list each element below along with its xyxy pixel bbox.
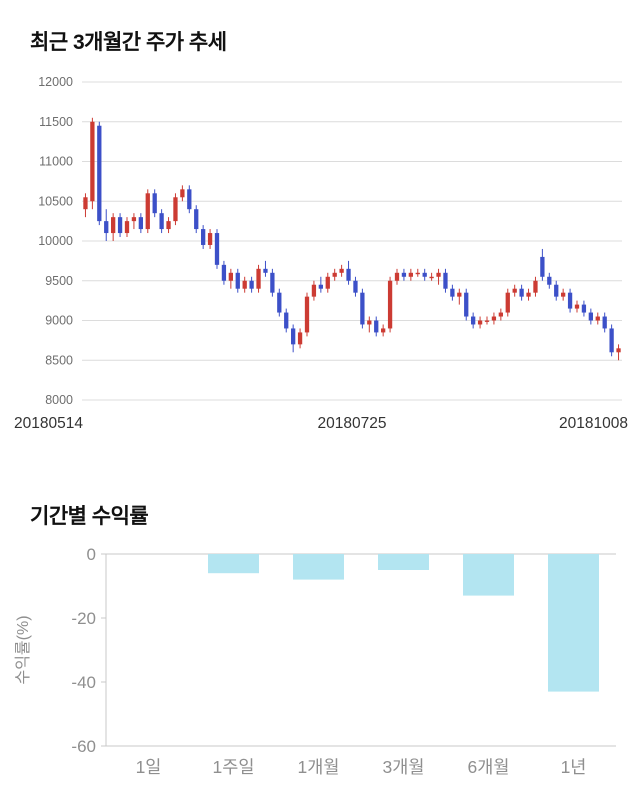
returns-chart: 0 -20 -40 -60 수익률(%) 1일 1주일 1개월 3개월 6개월 1년 (10, 544, 640, 782)
returns-section: 기간별 수익률 0 -20 -40 -60 수익률(%) 1일 1주일 1개월 3개월 6개월 1년 (0, 442, 640, 782)
svg-text:8500: 8500 (45, 353, 73, 367)
svg-text:수익률(%): 수익률(%) (14, 615, 32, 684)
price-chart-svg: 8000 8500 9000 9500 10000 10500 11000 11500 1200… (14, 75, 628, 432)
svg-text:20180725: 20180725 (318, 415, 387, 432)
svg-text:1개월: 1개월 (298, 757, 340, 777)
price-chart-title: 최근 3개월간 주가 추세 (30, 31, 227, 54)
svg-text:11500: 11500 (39, 115, 73, 129)
svg-text:1일: 1일 (136, 757, 162, 777)
price-chart: 8000 8500 9000 9500 10000 10500 11000 11500 1200… (10, 70, 640, 442)
svg-text:1년: 1년 (561, 757, 587, 777)
svg-text:-40: -40 (71, 673, 96, 692)
svg-text:-60: -60 (71, 737, 96, 756)
svg-text:12000: 12000 (38, 75, 73, 89)
returns-chart-svg: 0 -20 -40 -60 수익률(%) 1일 1주일 1개월 3개월 6개월 1년 (14, 545, 616, 777)
svg-text:9000: 9000 (45, 314, 73, 328)
svg-text:20181008: 20181008 (559, 415, 628, 432)
svg-text:0: 0 (87, 545, 96, 564)
returns-chart-title: 기간별 수익률 (30, 505, 149, 528)
svg-text:8000: 8000 (45, 393, 73, 407)
svg-text:6개월: 6개월 (468, 757, 510, 777)
svg-text:20180514: 20180514 (14, 415, 83, 432)
svg-text:-20: -20 (71, 609, 96, 628)
price-section: 최근 3개월간 주가 추세 8000 8500 9000 9500 10000 10500… (10, 31, 640, 442)
svg-text:3개월: 3개월 (383, 757, 425, 777)
svg-text:1주일: 1주일 (213, 757, 255, 777)
svg-text:11000: 11000 (39, 155, 73, 169)
svg-text:10000: 10000 (38, 234, 73, 248)
svg-text:10500: 10500 (38, 194, 73, 208)
svg-text:9500: 9500 (45, 274, 73, 288)
